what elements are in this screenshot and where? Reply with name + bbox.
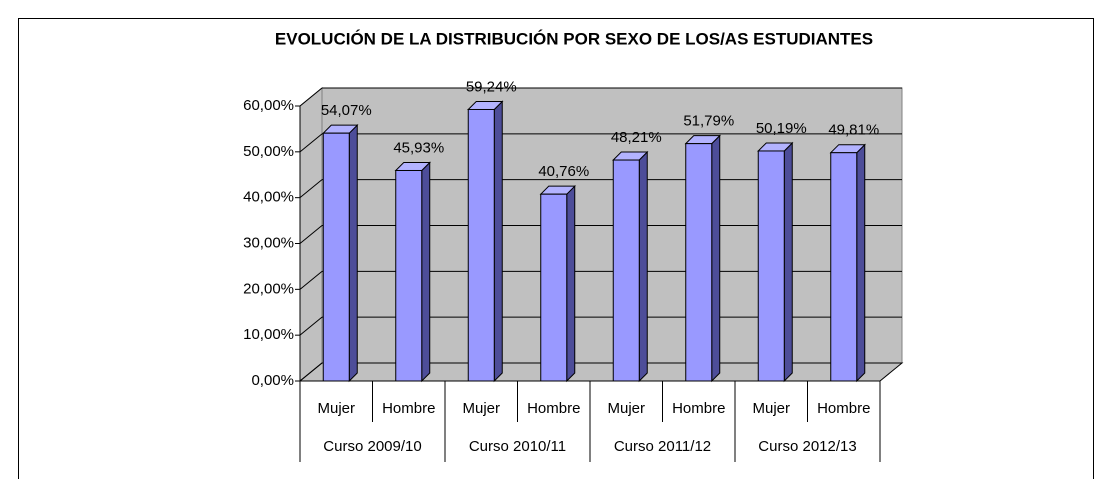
bar-side (493, 100, 503, 383)
bar (467, 100, 504, 383)
group-label: Curso 2009/10 (323, 438, 421, 455)
x-tick-label: Hombre (672, 400, 725, 417)
bar-side (421, 161, 431, 383)
chart-title: EVOLUCIÓN DE LA DISTRIBUCIÓN POR SEXO DE… (275, 29, 873, 48)
grid-line (299, 225, 323, 244)
bar-side (348, 123, 358, 383)
bar (539, 184, 576, 383)
value-label: 51,79% (683, 113, 734, 130)
group-label: Curso 2010/11 (469, 438, 566, 455)
grid-line (299, 270, 323, 290)
y-tick-label: 20,00% (243, 280, 294, 297)
value-label: 50,19% (756, 120, 807, 137)
grid-line (299, 316, 323, 336)
value-label: 48,21% (611, 129, 662, 146)
grid-line (299, 362, 323, 382)
x-tick-label: Mujer (317, 400, 355, 417)
value-label: 54,07% (321, 102, 372, 119)
bar-front (757, 150, 785, 382)
bar (394, 161, 431, 383)
bar (322, 123, 359, 383)
x-tick-label: Mujer (607, 400, 645, 417)
grid-line (299, 133, 323, 153)
x-tick-label: Mujer (462, 400, 500, 417)
y-tick-label: 40,00% (243, 189, 294, 206)
value-label: 45,93% (393, 139, 444, 156)
y-tick-label: 60,00% (243, 97, 294, 114)
floor (298, 362, 904, 382)
grid-line (299, 87, 323, 107)
x-tick-label: Hombre (527, 400, 580, 417)
bar (612, 150, 649, 383)
bar-front (830, 152, 858, 382)
bar (757, 141, 794, 383)
y-tick-label: 0,00% (251, 372, 294, 389)
x-tick-label: Hombre (382, 400, 435, 417)
bar-side (856, 143, 866, 383)
bar (684, 134, 721, 383)
value-label: 40,76% (538, 163, 589, 180)
bar-front (467, 108, 495, 382)
value-label: 49,81% (828, 122, 879, 139)
bar-side (711, 134, 721, 383)
group-label: Curso 2011/12 (614, 438, 711, 455)
x-tick-label: Hombre (817, 400, 870, 417)
y-tick-label: 10,00% (243, 326, 294, 343)
x-tick-label: Mujer (752, 400, 790, 417)
bar-front (612, 159, 640, 382)
bar-front (540, 193, 568, 382)
bar-front (395, 169, 423, 382)
bar-front (685, 143, 713, 382)
bar-front (322, 132, 350, 382)
y-tick-label: 50,00% (243, 143, 294, 160)
group-label: Curso 2012/13 (758, 438, 856, 455)
value-label: 59,24% (466, 78, 517, 95)
bar-side (566, 184, 576, 383)
bar-side (783, 141, 793, 383)
bar-side (638, 150, 648, 383)
grid-line (299, 179, 323, 199)
y-tick-label: 30,00% (243, 234, 294, 251)
bar (829, 143, 866, 383)
